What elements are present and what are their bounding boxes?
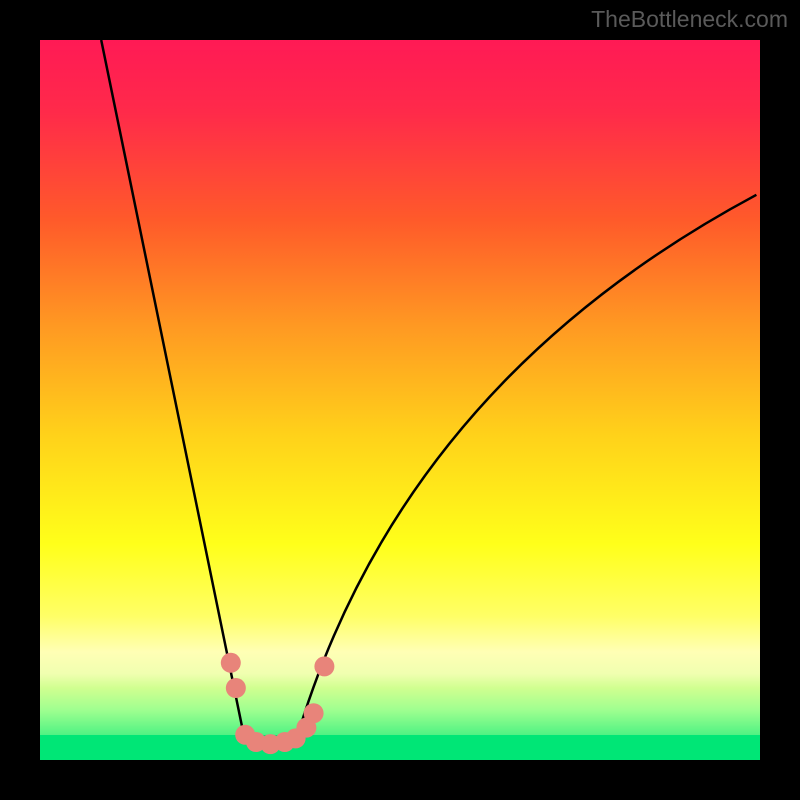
- data-marker: [221, 653, 241, 673]
- bottleneck-curve: [101, 40, 756, 744]
- curve-layer: [40, 40, 760, 760]
- data-marker: [304, 703, 324, 723]
- data-marker: [226, 678, 246, 698]
- watermark-text: TheBottleneck.com: [591, 6, 788, 33]
- plot-area: [40, 40, 760, 760]
- data-marker: [314, 656, 334, 676]
- chart-container: TheBottleneck.com: [0, 0, 800, 800]
